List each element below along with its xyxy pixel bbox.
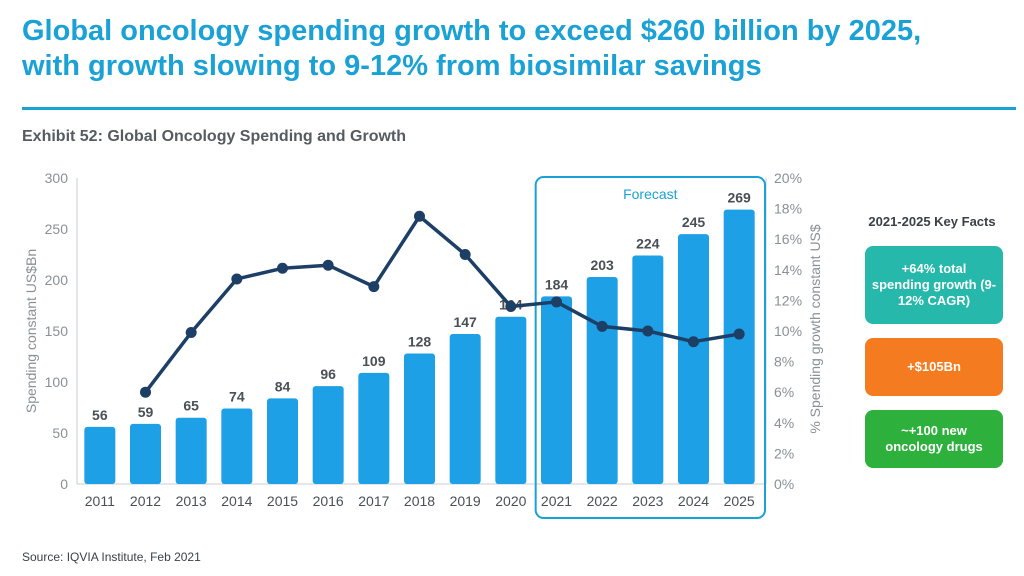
bar-2016	[312, 386, 344, 484]
bar-2023	[632, 255, 664, 484]
x-tick-label: 2014	[221, 493, 252, 509]
growth-point	[140, 386, 151, 398]
y2-tick-label: 8%	[774, 354, 794, 370]
growth-point	[277, 262, 288, 274]
bar-value-label: 109	[362, 353, 386, 369]
growth-line	[144, 214, 740, 394]
y2-tick-label: 14%	[774, 262, 802, 278]
bar-value-label: 128	[408, 333, 432, 349]
bar-value-label: 224	[636, 236, 660, 252]
x-tick-label: 2019	[450, 493, 481, 509]
bar-value-label: 269	[727, 190, 751, 206]
x-tick-label: 2016	[313, 493, 344, 509]
headline-line-2: with growth slowing to 9-12% from biosim…	[22, 50, 762, 82]
forecast-label: Forecast	[623, 186, 678, 202]
growth-point	[688, 336, 699, 348]
source-note: Source: IQVIA Institute, Feb 2021	[22, 550, 201, 564]
growth-point	[505, 301, 517, 313]
bar-2021	[541, 296, 572, 484]
exhibit-title: Exhibit 52: Global Oncology Spending and…	[22, 128, 407, 145]
x-tick-label: 2020	[495, 493, 526, 509]
headline-line-1: Global oncology spending growth to excee…	[22, 15, 922, 47]
y-tick-label: 100	[45, 374, 69, 390]
y2-tick-label: 4%	[774, 415, 794, 431]
x-tick-label: 2024	[678, 493, 709, 509]
growth-point	[551, 296, 562, 308]
bar-2015	[267, 398, 298, 484]
x-tick-label: 2013	[176, 493, 207, 509]
key-fact-spending-increase: +$105Bn	[865, 338, 1003, 396]
y2-axis-title: % Spending growth constant US$	[807, 224, 823, 434]
bar-2025	[723, 209, 755, 484]
x-tick-label: 2023	[632, 493, 663, 509]
bar-2020	[495, 316, 527, 484]
bar-2014	[221, 408, 253, 484]
growth-point	[596, 320, 608, 332]
x-tick-label: 2017	[358, 493, 389, 509]
growth-point	[414, 210, 425, 222]
x-tick-label: 2018	[404, 493, 435, 509]
bar-value-label: 184	[545, 276, 569, 292]
bar-value-label: 65	[183, 398, 199, 414]
bar-2022	[586, 276, 618, 484]
bar-2013	[175, 417, 207, 484]
y2-tick-label: 2%	[774, 445, 794, 461]
bar-value-label: 74	[229, 389, 245, 405]
key-facts-title: 2021-2025 Key Facts	[868, 214, 996, 229]
y-axis-title: Spending constant US$Bn	[23, 249, 39, 413]
growth-point	[322, 259, 334, 271]
bar-value-label: 59	[138, 404, 154, 420]
key-fact-spending-growth: +64% total spending growth (9-12% CAGR)	[865, 246, 1003, 324]
y-tick-label: 150	[45, 323, 69, 339]
growth-point	[231, 273, 243, 285]
y-tick-label: 300	[45, 170, 69, 186]
x-tick-label: 2015	[267, 493, 298, 509]
y-tick-label: 0	[60, 476, 68, 492]
y-tick-label: 50	[52, 425, 68, 441]
y2-tick-label: 16%	[774, 231, 802, 247]
growth-point	[368, 281, 380, 293]
bar-2018	[404, 353, 435, 484]
growth-point	[185, 327, 197, 339]
bar-2019	[449, 334, 481, 484]
bar-2024	[678, 234, 709, 484]
y2-tick-label: 18%	[774, 201, 802, 217]
forecast-box	[534, 176, 767, 519]
bar-value-label: 203	[590, 257, 614, 273]
bar-2011	[84, 426, 116, 484]
x-tick-label: 2025	[724, 493, 755, 509]
x-tick-label: 2012	[130, 493, 161, 509]
y2-tick-label: 10%	[774, 323, 802, 339]
y2-tick-label: 0%	[774, 476, 794, 492]
y-tick-label: 250	[45, 221, 69, 237]
y-tick-label: 200	[45, 272, 69, 288]
bar-value-label: 96	[320, 366, 336, 382]
bar-value-label: 84	[275, 378, 291, 394]
bar-value-label: 147	[453, 314, 477, 330]
y2-tick-label: 12%	[774, 292, 802, 308]
growth-point	[733, 328, 745, 340]
oncology-spending-chart: 0 50 100 150 200 250 300 0% 2% 4% 6% 8% 10% 12% 14% 16%…	[23, 170, 823, 519]
x-tick-label: 2011	[85, 493, 115, 509]
bar-2017	[358, 372, 390, 484]
key-fact-new-drugs: ~+100 new oncology drugs	[865, 410, 1003, 468]
title-divider	[22, 107, 1016, 110]
growth-point	[459, 249, 471, 260]
bar-2012	[130, 423, 161, 484]
y2-tick-label: 20%	[774, 170, 802, 186]
bar-value-label: 245	[682, 214, 706, 230]
x-tick-label: 2021	[541, 493, 572, 509]
growth-point	[642, 325, 654, 337]
headline: Global oncology spending growth to excee…	[22, 14, 1012, 84]
y2-tick-label: 6%	[774, 384, 794, 400]
x-tick-label: 2022	[587, 493, 618, 509]
bar-value-label: 56	[92, 407, 108, 423]
